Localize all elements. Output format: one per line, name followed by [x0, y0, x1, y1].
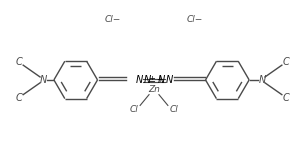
Text: N: N — [157, 75, 164, 85]
Text: C: C — [16, 57, 22, 67]
Text: Cl: Cl — [130, 105, 139, 114]
Text: N: N — [258, 75, 265, 85]
Text: C: C — [282, 57, 289, 67]
Text: Cl−: Cl− — [187, 15, 203, 24]
Text: C: C — [16, 93, 22, 103]
Text: N: N — [166, 75, 173, 85]
Text: Cl: Cl — [169, 105, 178, 114]
Text: N: N — [136, 75, 143, 85]
Text: Cl−: Cl− — [104, 15, 120, 24]
Text: ±: ± — [148, 75, 156, 84]
Text: N: N — [39, 75, 47, 85]
Text: +: + — [156, 75, 162, 84]
Text: N: N — [144, 75, 151, 85]
Text: Zn: Zn — [148, 85, 160, 94]
Text: C: C — [282, 93, 289, 103]
